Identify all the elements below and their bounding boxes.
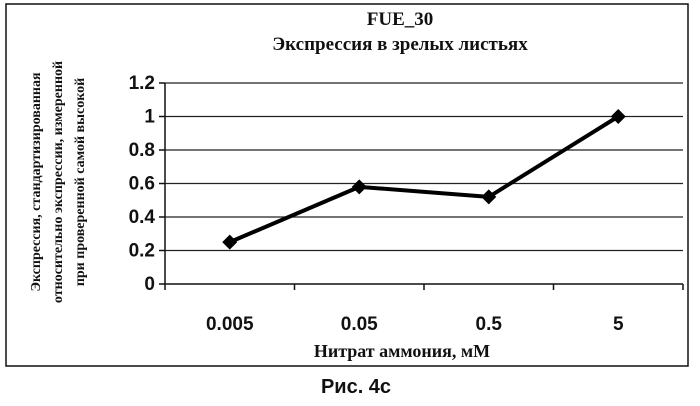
y-axis-label-line-1: Экспрессия, стандартизированная xyxy=(29,72,44,292)
x-tick-labels: 0.005 0.05 0.5 5 xyxy=(206,314,624,335)
y-axis-label-line-2: относительно экспрессии, измеренной xyxy=(51,61,66,303)
series-line xyxy=(230,117,619,243)
chart-subtitle: Экспрессия в зрелых листьях xyxy=(272,34,528,55)
y-tick-label-6: 1.2 xyxy=(129,73,155,94)
chart-title: FUE_30 xyxy=(367,9,434,30)
y-tick-labels: 0 0.2 0.4 0.6 0.8 1 1.2 xyxy=(129,73,156,295)
x-tick-label-3: 5 xyxy=(613,314,624,335)
y-tick-label-2: 0.4 xyxy=(129,207,156,228)
x-tick-label-2: 0.5 xyxy=(476,314,503,335)
y-tick-label-4: 0.8 xyxy=(129,140,155,161)
series-markers xyxy=(222,109,626,250)
y-axis-label: Экспрессия, стандартизированная относите… xyxy=(29,61,88,303)
x-axis-label: Нитрат аммония, мМ xyxy=(314,341,490,361)
y-tick-label-5: 1 xyxy=(144,107,155,128)
y-tick-label-1: 0.2 xyxy=(129,241,155,262)
gridlines xyxy=(165,83,683,251)
y-axis-label-line-3: при проверенной самой высокой xyxy=(73,78,88,286)
data-point-0 xyxy=(222,235,237,250)
x-tick-label-1: 0.05 xyxy=(341,314,378,335)
x-tick-label-0: 0.005 xyxy=(206,314,254,335)
data-point-1 xyxy=(352,179,367,194)
y-tick-label-0: 0 xyxy=(144,274,155,295)
axes xyxy=(159,83,683,290)
figure-caption: Рис. 4c xyxy=(321,376,391,398)
series-0-line xyxy=(230,117,619,243)
chart-frame xyxy=(6,4,688,366)
y-tick-label-3: 0.6 xyxy=(129,174,155,195)
